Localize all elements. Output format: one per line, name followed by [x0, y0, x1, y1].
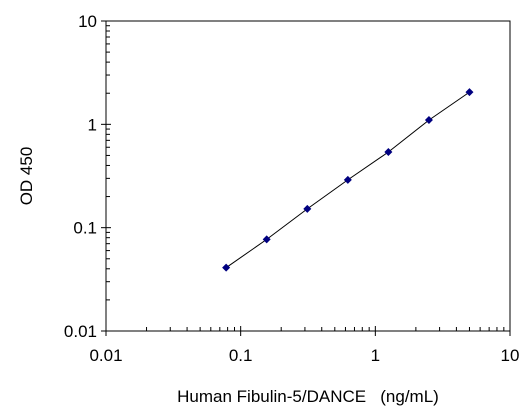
x-tick-label: 0.1 — [229, 346, 253, 365]
x-axis-title: Human Fibulin-5/DANCE (ng/mL) — [177, 387, 439, 406]
x-tick-label: 10 — [501, 346, 520, 365]
x-axis-tick-labels: 0.01 0.1 1 10 — [89, 346, 519, 365]
data-point — [303, 204, 312, 213]
x-tick-label: 1 — [371, 346, 380, 365]
data-point — [262, 235, 271, 244]
y-tick-label: 0.01 — [64, 322, 97, 341]
y-axis-tick-labels: 0.01 0.1 1 10 — [64, 12, 97, 341]
data-points — [222, 88, 474, 272]
plot-area — [105, 20, 511, 332]
y-axis-title: OD 450 — [17, 147, 36, 206]
data-point — [465, 88, 474, 97]
y-tick-label: 10 — [78, 12, 97, 31]
y-tick-label: 0.1 — [73, 219, 97, 238]
x-tick-label: 0.01 — [89, 346, 122, 365]
x-axis-ticks — [105, 326, 511, 336]
data-point — [222, 263, 231, 272]
data-point — [384, 147, 393, 156]
data-point — [343, 175, 352, 184]
y-tick-label: 1 — [88, 115, 97, 134]
data-point — [424, 116, 433, 125]
